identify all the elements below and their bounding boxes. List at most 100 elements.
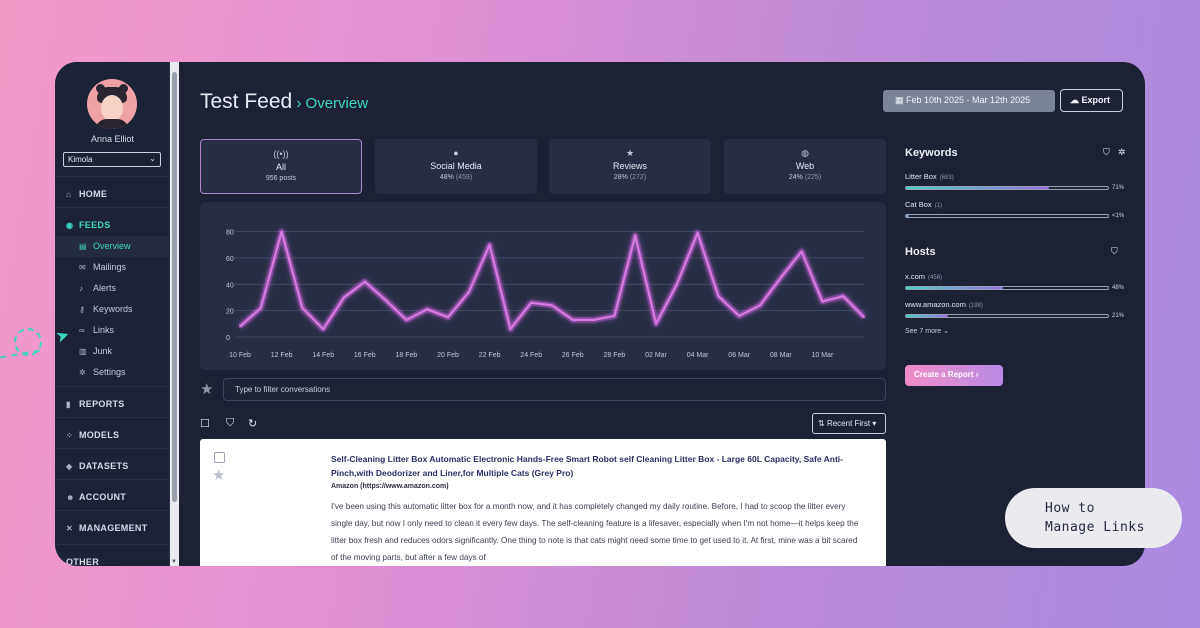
data-point[interactable] (613, 314, 616, 317)
card-all[interactable]: ((•)) All 956 posts (200, 139, 362, 194)
post-checkbox[interactable] (214, 452, 225, 463)
post-title[interactable]: Self-Cleaning Litter Box Automatic Elect… (331, 454, 843, 478)
nav-management[interactable]: ✕ MANAGEMENT (55, 510, 170, 541)
create-report-button[interactable]: Create a Report › (905, 365, 1003, 386)
data-point[interactable] (509, 328, 512, 331)
see-more-link[interactable]: See 7 more ⌄ (905, 328, 949, 335)
data-point[interactable] (634, 234, 637, 237)
data-point[interactable] (675, 283, 678, 286)
nav-item-overview[interactable]: ▤ Overview (55, 236, 170, 257)
org-select[interactable]: Kimola ⌄ (63, 152, 161, 167)
data-point[interactable] (447, 316, 449, 319)
scrollbar-thumb[interactable] (172, 72, 177, 502)
post-star-icon[interactable]: ★ (212, 467, 226, 484)
keyword-bar (905, 214, 1109, 218)
x-tick-label: 12 Feb (271, 352, 293, 359)
nav-other[interactable]: OTHER (55, 544, 170, 566)
x-tick-label: 18 Feb (396, 352, 418, 359)
x-tick-label: 24 Feb (520, 352, 542, 359)
card-reviews[interactable]: ★ Reviews 28% (272) (549, 139, 711, 194)
nav-reports[interactable]: ▮ REPORTS (55, 386, 170, 417)
nav-models[interactable]: ⁘ MODELS (55, 417, 170, 448)
data-point[interactable] (738, 314, 741, 317)
nav-datasets[interactable]: ◈ DATASETS (55, 448, 170, 479)
chevron-right-icon: › (296, 95, 302, 112)
avatar[interactable] (87, 79, 137, 129)
keywords-filter-icon[interactable]: ⛉ (1103, 147, 1110, 157)
data-point[interactable] (239, 325, 241, 328)
x-tick-label: 16 Feb (354, 352, 376, 359)
nav-item-mailings[interactable]: ✉ Mailings (79, 262, 127, 272)
nav-item-junk[interactable]: ▥ Junk (79, 346, 113, 356)
data-point[interactable] (842, 295, 845, 298)
data-point[interactable] (343, 296, 345, 299)
favorites-star-icon[interactable]: ★ (200, 381, 214, 398)
sidebar: Anna Elliot Kimola ⌄ ⌂ HOME ◉ FEEDS ▤ Overv… (55, 62, 170, 566)
nav-feeds[interactable]: ◉ FEEDS (55, 207, 170, 238)
mail-icon: ✉ (79, 263, 86, 272)
data-point[interactable] (696, 231, 699, 234)
y-tick-label: 80 (226, 230, 234, 237)
data-point[interactable] (322, 328, 325, 331)
post-card[interactable]: ★ Self-Cleaning Litter Box Automatic Ele… (200, 439, 886, 566)
keyword-bar-fill (906, 187, 1050, 189)
globe-icon: ◍ (801, 148, 809, 158)
hosts-filter-icon[interactable]: ⛉ (1111, 246, 1118, 256)
host-bar-fill (906, 315, 949, 317)
app-window: Anna Elliot Kimola ⌄ ⌂ HOME ◉ FEEDS ▤ Overv… (55, 62, 1145, 566)
nav-item-links[interactable]: ∞ Links (79, 325, 115, 335)
x-tick-label: 06 Mar (728, 352, 750, 359)
data-point[interactable] (405, 318, 408, 321)
chevron-down-icon: ⌄ (941, 328, 949, 335)
sort-select[interactable]: ⇅ Recent First ▾ (812, 413, 886, 434)
data-point[interactable] (530, 301, 533, 304)
data-point[interactable] (800, 250, 803, 253)
sidebar-scrollbar[interactable]: ▼ (170, 62, 179, 566)
data-point[interactable] (301, 307, 304, 310)
post-source[interactable]: Amazon (https://www.amazon.com) (331, 483, 449, 490)
nav-item-keywords[interactable]: ⚷ Keywords (79, 304, 133, 314)
scroll-down-arrow-icon[interactable]: ▼ (171, 559, 177, 565)
x-tick-label: 14 Feb (312, 352, 334, 359)
data-point[interactable] (259, 307, 262, 310)
nav-account[interactable]: ☻ ACCOUNT (55, 479, 170, 510)
nav-home[interactable]: ⌂ HOME (55, 176, 170, 207)
host-item[interactable]: www.amazon.com (198) 21% (905, 300, 1125, 319)
data-point[interactable] (467, 291, 470, 294)
data-point[interactable] (426, 308, 429, 311)
date-range-button[interactable]: ▦ Feb 10th 2025 - Mar 12th 2025 (883, 90, 1055, 112)
chat-bubbles-icon: ● (453, 148, 459, 158)
nav-item-settings[interactable]: ✲ Settings (79, 367, 126, 377)
keyword-item[interactable]: Cat Box (1) <1% (905, 200, 1125, 219)
filter-input[interactable]: Type to filter conversations (223, 378, 886, 401)
reports-icon: ▮ (66, 400, 71, 409)
data-point[interactable] (551, 304, 553, 307)
keyword-item[interactable]: Litter Box (683) 71% (905, 172, 1125, 191)
data-point[interactable] (717, 295, 720, 298)
select-all-checkbox[interactable]: ☐ (200, 418, 210, 430)
refresh-icon[interactable]: ↻ (248, 418, 258, 430)
filter-icon[interactable]: ⛉ (226, 417, 235, 429)
data-point[interactable] (384, 299, 387, 302)
host-bar (905, 286, 1109, 290)
card-web[interactable]: ◍ Web 24% (225) (724, 139, 886, 194)
data-point[interactable] (280, 230, 283, 233)
x-tick-label: 10 Mar (812, 352, 834, 359)
data-point[interactable] (655, 322, 657, 325)
host-item[interactable]: x.com (456) 48% (905, 272, 1125, 291)
post-body: I've been using this automatic litter bo… (331, 502, 859, 562)
series-line (239, 230, 865, 331)
data-point[interactable] (592, 318, 595, 321)
export-button[interactable]: ☁ Export (1060, 89, 1123, 112)
y-tick-label: 0 (226, 335, 230, 342)
data-point[interactable] (863, 316, 865, 319)
card-social-media[interactable]: ● Social Media 48% (459) (375, 139, 537, 194)
data-point[interactable] (759, 304, 761, 307)
data-point[interactable] (571, 318, 574, 321)
keywords-gear-icon[interactable]: ✲ (1118, 147, 1126, 157)
data-point[interactable] (779, 276, 782, 279)
nav-item-alerts[interactable]: ♪ Alerts (79, 283, 117, 293)
data-point[interactable] (488, 243, 491, 246)
data-point[interactable] (363, 280, 366, 283)
data-point[interactable] (821, 300, 824, 303)
